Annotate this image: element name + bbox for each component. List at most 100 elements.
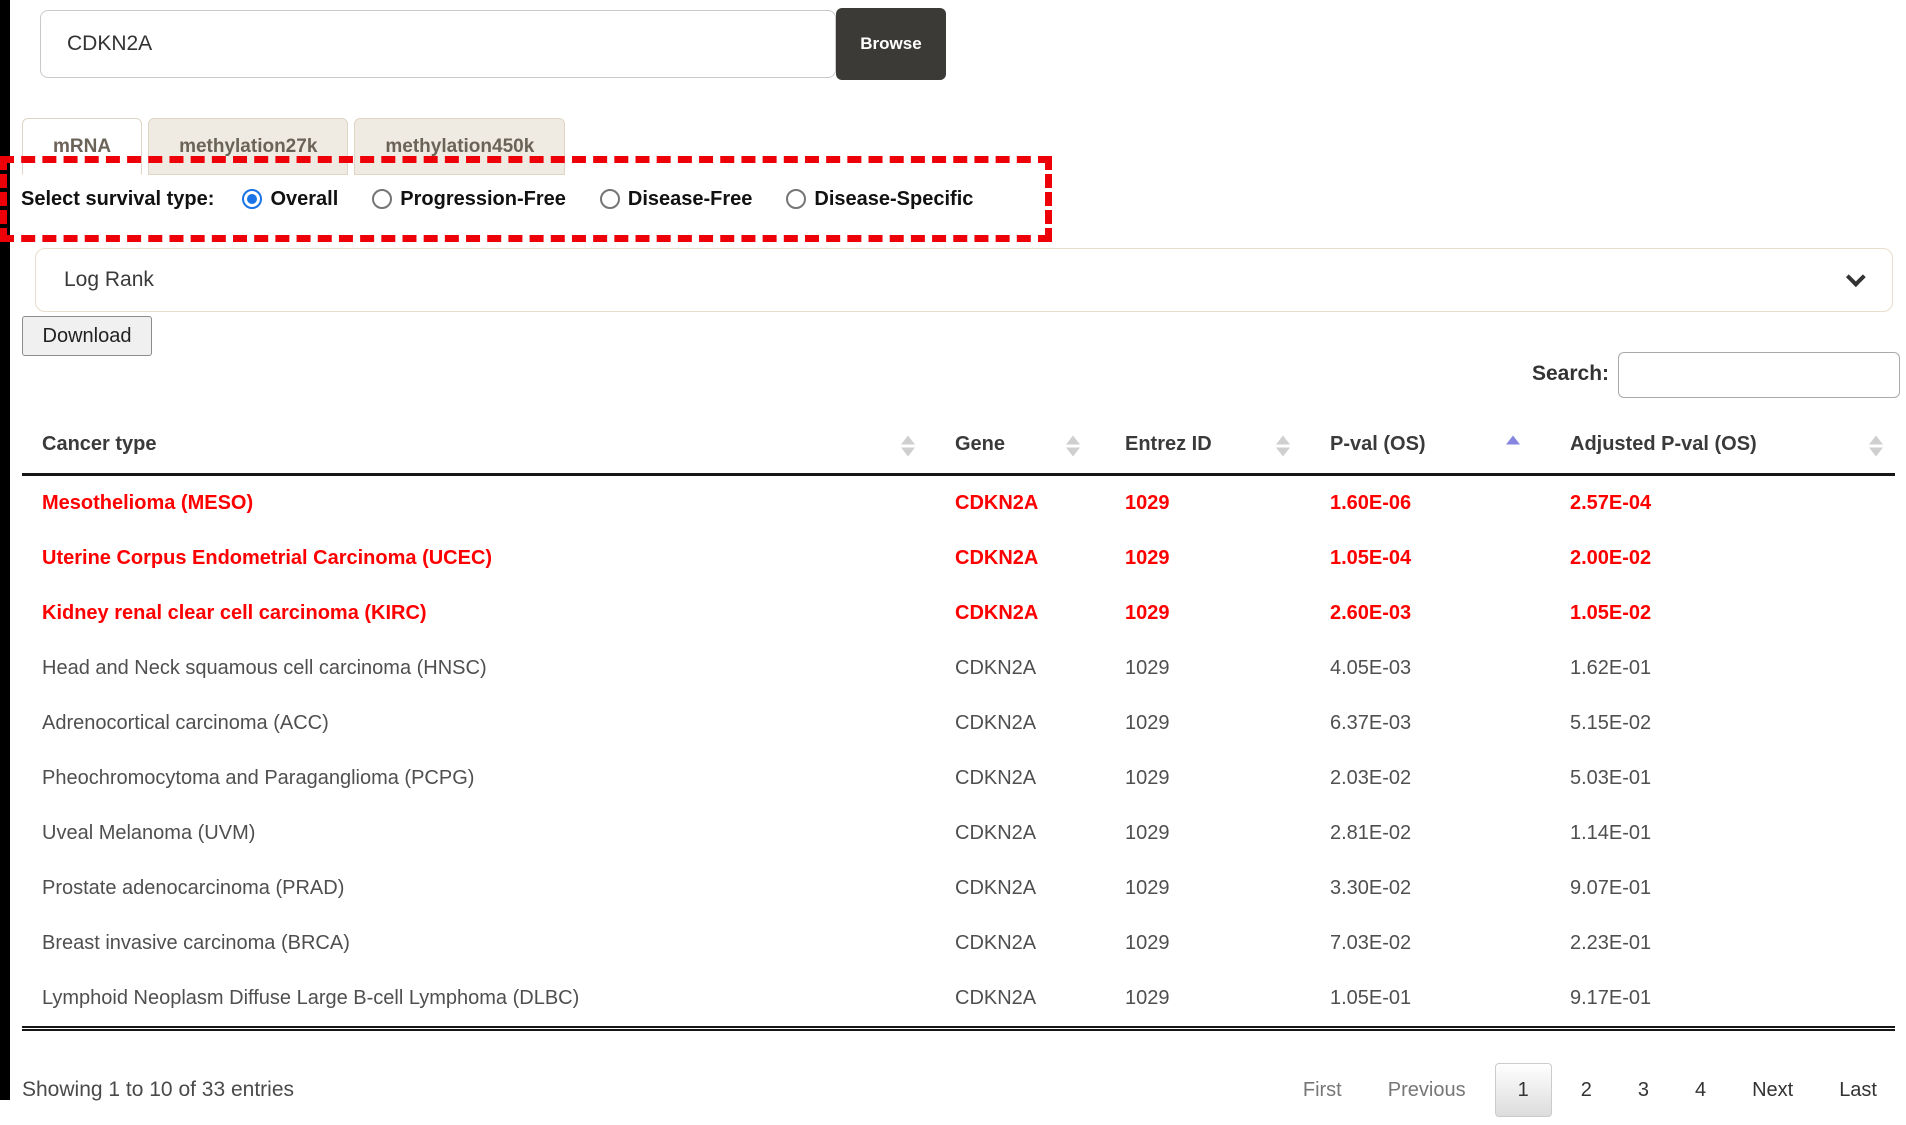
cancer-type-cell: Adrenocortical carcinoma (ACC) xyxy=(42,712,329,734)
p-val-cell: 7.03E-02 xyxy=(1330,932,1412,954)
entrez-id-cell: 1029 xyxy=(1125,492,1170,514)
radio-progression-free[interactable]: Progression-Free xyxy=(372,188,566,211)
cancer-type-cell: Breast invasive carcinoma (BRCA) xyxy=(42,932,350,954)
table-header-row: Cancer type Gene Entrez ID P-val (OS) Adjust… xyxy=(22,418,1895,475)
p-val-cell: 6.37E-03 xyxy=(1330,712,1412,734)
table-search-label: Search: xyxy=(1532,362,1610,385)
column-header-p-val-os-[interactable]: P-val (OS) xyxy=(1302,418,1532,475)
adj-p-val-cell: 1.62E-01 xyxy=(1570,657,1652,679)
column-header-entrez-id[interactable]: Entrez ID xyxy=(1092,418,1302,475)
adj-p-val-cell: 1.05E-02 xyxy=(1570,602,1652,624)
p-val-cell: 2.81E-02 xyxy=(1330,822,1412,844)
radio-circle-icon[interactable] xyxy=(242,189,263,209)
table-row[interactable]: Lymphoid Neoplasm Diffuse Large B-cell L… xyxy=(22,971,1895,1026)
cancer-type-cell: Uterine Corpus Endometrial Carcinoma (UC… xyxy=(42,547,493,569)
tab-methylation450k[interactable]: methylation450k xyxy=(354,118,566,175)
table-row[interactable]: Mesothelioma (MESO) CDKN2A 1029 1.60E-06 2.5… xyxy=(22,475,1895,532)
table-search-input[interactable] xyxy=(1618,352,1900,398)
entrez-id-cell: 1029 xyxy=(1125,547,1170,569)
browse-button[interactable]: Browse xyxy=(836,8,946,80)
page-button-first[interactable]: First xyxy=(1302,1078,1342,1101)
pagination: First Previous 1 2 3 4 Next Last xyxy=(1280,1063,1900,1117)
survival-type-highlight-box: Select survival type: Overall Progression… xyxy=(0,156,1052,242)
tab-methylation27k[interactable]: methylation27k xyxy=(148,118,349,175)
tab-mrna[interactable]: mRNA xyxy=(22,118,143,175)
sort-asc-icon[interactable] xyxy=(1506,435,1520,456)
radio-circle-icon[interactable] xyxy=(599,189,620,209)
gene-search-input[interactable] xyxy=(40,10,836,78)
entrez-id-cell: 1029 xyxy=(1125,602,1170,624)
table-row[interactable]: Head and Neck squamous cell carcinoma (H… xyxy=(22,641,1895,696)
left-edge-bar xyxy=(0,0,10,1100)
page-button-previous[interactable]: Previous xyxy=(1387,1078,1466,1101)
gene-cell: CDKN2A xyxy=(955,822,1037,844)
cancer-type-cell: Lymphoid Neoplasm Diffuse Large B-cell L… xyxy=(42,987,580,1009)
page-button-3[interactable]: 3 xyxy=(1637,1078,1649,1101)
gene-cell: CDKN2A xyxy=(955,712,1037,734)
gene-cell: CDKN2A xyxy=(955,602,1039,624)
adj-p-val-cell: 2.00E-02 xyxy=(1570,547,1652,569)
download-button[interactable]: Download xyxy=(22,316,152,356)
chevron-down-icon xyxy=(1845,267,1866,288)
gene-cell: CDKN2A xyxy=(955,657,1037,679)
p-val-cell: 4.05E-03 xyxy=(1330,657,1412,679)
adj-p-val-cell: 2.57E-04 xyxy=(1570,492,1652,514)
entrez-id-cell: 1029 xyxy=(1125,657,1170,679)
entrez-id-cell: 1029 xyxy=(1125,767,1170,789)
table-row[interactable]: Pheochromocytoma and Paraganglioma (PCPG… xyxy=(22,751,1895,806)
radio-label: Disease-Free xyxy=(627,187,753,210)
entrez-id-cell: 1029 xyxy=(1125,712,1170,734)
page-button-last[interactable]: Last xyxy=(1839,1078,1877,1101)
radio-label: Disease-Specific xyxy=(814,187,974,210)
table-row[interactable]: Prostate adenocarcinoma (PRAD) CDKN2A 1029… xyxy=(22,861,1895,916)
page-button-2[interactable]: 2 xyxy=(1580,1078,1592,1101)
p-val-cell: 1.05E-04 xyxy=(1330,547,1412,569)
adj-p-val-cell: 5.03E-01 xyxy=(1570,767,1652,789)
p-val-cell: 3.30E-02 xyxy=(1330,877,1412,899)
page-button-4[interactable]: 4 xyxy=(1694,1078,1707,1101)
gene-cell: CDKN2A xyxy=(955,877,1037,899)
adj-p-val-cell: 9.17E-01 xyxy=(1570,987,1652,1009)
page-button-next[interactable]: Next xyxy=(1752,1078,1794,1101)
results-table-wrap: Cancer type Gene Entrez ID P-val (OS) Adjust… xyxy=(22,418,1895,1031)
entrez-id-cell: 1029 xyxy=(1125,877,1170,899)
cancer-type-cell: Pheochromocytoma and Paraganglioma (PCPG… xyxy=(42,767,475,789)
p-val-cell: 1.05E-01 xyxy=(1330,987,1412,1009)
table-row[interactable]: Adrenocortical carcinoma (ACC) CDKN2A 1029… xyxy=(22,696,1895,751)
gene-cell: CDKN2A xyxy=(955,932,1037,954)
sort-icon[interactable] xyxy=(1276,435,1290,456)
adj-p-val-cell: 1.14E-01 xyxy=(1570,822,1652,844)
radio-overall[interactable]: Overall xyxy=(242,188,338,211)
radio-label: Progression-Free xyxy=(400,187,566,210)
entrez-id-cell: 1029 xyxy=(1125,822,1170,844)
entrez-id-cell: 1029 xyxy=(1125,932,1170,954)
sort-icon[interactable] xyxy=(901,435,915,456)
table-row[interactable]: Uveal Melanoma (UVM) CDKN2A 1029 2.81E-02 1.… xyxy=(22,806,1895,861)
entrez-id-cell: 1029 xyxy=(1125,987,1170,1009)
survival-type-label: Select survival type: xyxy=(21,187,215,210)
column-header-adjusted-p-val-os-[interactable]: Adjusted P-val (OS) xyxy=(1532,418,1895,475)
sort-icon[interactable] xyxy=(1869,435,1883,456)
gene-cell: CDKN2A xyxy=(955,492,1039,514)
column-header-cancer-type[interactable]: Cancer type xyxy=(22,418,927,475)
column-header-gene[interactable]: Gene xyxy=(927,418,1092,475)
table-body: Mesothelioma (MESO) CDKN2A 1029 1.60E-06 2.5… xyxy=(22,475,1895,1027)
radio-circle-icon[interactable] xyxy=(372,189,393,209)
test-method-selected-value: Log Rank xyxy=(64,268,154,291)
table-info-text: Showing 1 to 10 of 33 entries xyxy=(22,1078,295,1101)
table-row[interactable]: Breast invasive carcinoma (BRCA) CDKN2A 10… xyxy=(22,916,1895,971)
cancer-type-cell: Prostate adenocarcinoma (PRAD) xyxy=(42,877,345,899)
test-method-select[interactable]: Log Rank xyxy=(35,248,1893,312)
radio-circle-icon[interactable] xyxy=(786,189,807,209)
cancer-type-cell: Mesothelioma (MESO) xyxy=(42,492,254,514)
radio-disease-specific[interactable]: Disease-Specific xyxy=(786,188,973,211)
tab-bar: mRNA methylation27k methylation450k xyxy=(22,118,566,175)
sort-icon[interactable] xyxy=(1066,435,1080,456)
adj-p-val-cell: 5.15E-02 xyxy=(1570,712,1652,734)
p-val-cell: 2.60E-03 xyxy=(1330,602,1412,624)
table-row[interactable]: Uterine Corpus Endometrial Carcinoma (UC… xyxy=(22,531,1895,586)
gene-cell: CDKN2A xyxy=(955,767,1037,789)
table-row[interactable]: Kidney renal clear cell carcinoma (KIRC)… xyxy=(22,586,1895,641)
radio-disease-free[interactable]: Disease-Free xyxy=(599,187,753,211)
page-button-1[interactable]: 1 xyxy=(1494,1063,1552,1117)
